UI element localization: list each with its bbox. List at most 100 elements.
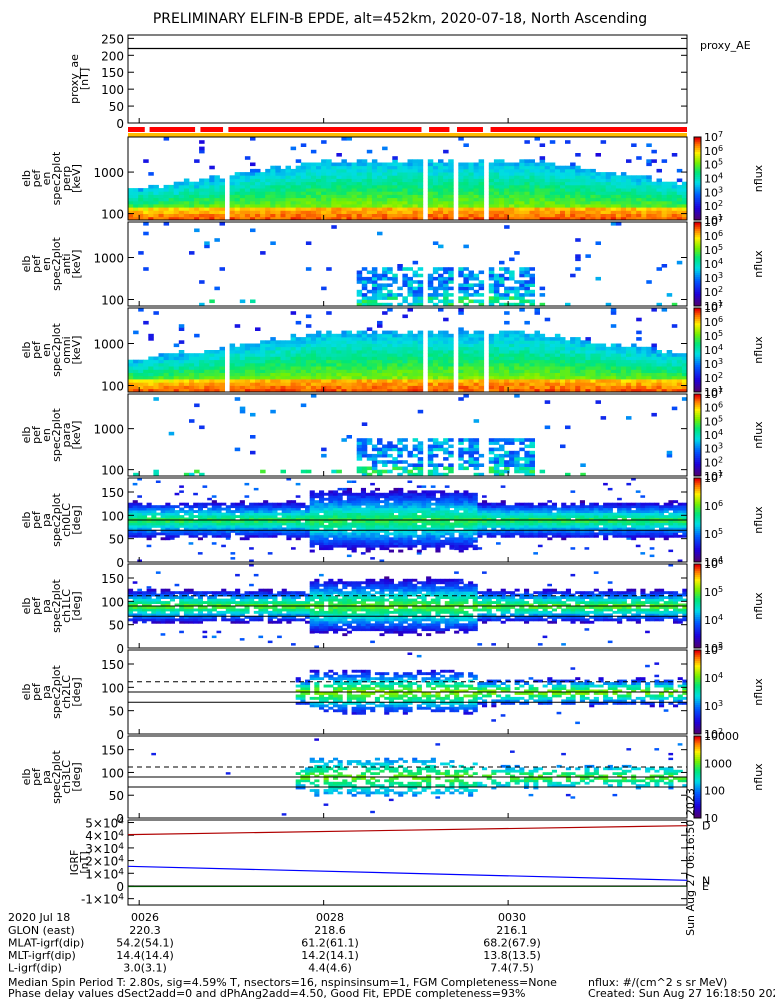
heatmap-cell — [463, 286, 469, 291]
heatmap-cell — [514, 450, 520, 455]
heatmap-cell — [250, 343, 256, 348]
heatmap-cell — [265, 375, 271, 380]
heatmap-cell — [326, 213, 332, 218]
heatmap-cell — [235, 522, 241, 526]
heatmap-cell — [360, 532, 366, 536]
heatmap-cell — [529, 346, 535, 351]
heatmap-cell — [277, 505, 283, 509]
heatmap-cell — [412, 194, 419, 199]
heatmap-cell — [316, 362, 322, 367]
heatmap-cell — [300, 529, 306, 533]
heatmap-cell — [235, 524, 241, 528]
heatmap-cell — [493, 191, 500, 195]
heatmap-cell — [219, 353, 225, 357]
heatmap-cell — [148, 356, 154, 361]
heatmap-cell — [504, 330, 510, 335]
heatmap-cell — [366, 168, 373, 173]
heatmap-cell — [275, 382, 281, 386]
heatmap-cell — [499, 172, 505, 176]
heatmap-cell — [468, 460, 474, 464]
heatmap-cell — [427, 453, 434, 458]
heatmap-cell — [356, 457, 363, 461]
heatmap-cell — [610, 200, 617, 205]
heatmap-cell — [575, 175, 581, 179]
heatmap-cell — [417, 181, 424, 186]
heatmap-cell — [168, 385, 175, 390]
heatmap-cell — [676, 210, 683, 214]
heatmap-cell — [565, 353, 571, 357]
heatmap-cell — [370, 502, 376, 506]
heatmap-cell — [341, 204, 347, 208]
heatmap-cell — [514, 337, 520, 341]
heatmap-cell — [310, 172, 317, 176]
heatmap-cell — [277, 529, 283, 533]
heatmap-cell — [183, 207, 190, 211]
heatmap-cell — [427, 343, 434, 348]
heatmap-cell — [328, 505, 334, 509]
heatmap-cell — [575, 191, 581, 195]
heatmap-cell — [366, 184, 373, 189]
heatmap-cell — [626, 204, 632, 208]
heatmap-cell — [333, 497, 339, 501]
heatmap-cell — [519, 362, 525, 367]
heatmap-cell — [448, 159, 454, 163]
heatmap-cell — [392, 210, 398, 214]
heatmap-cell — [412, 337, 419, 341]
heatmap-cell — [204, 184, 210, 189]
heatmap-cell — [539, 156, 546, 160]
heatmap-cell — [560, 204, 566, 208]
heatmap-cell — [290, 216, 297, 221]
heatmap-cell — [600, 346, 607, 351]
heatmap-cell — [463, 394, 469, 398]
heatmap-cell — [377, 469, 383, 474]
heatmap-cell — [534, 382, 540, 386]
heatmap-cell — [351, 359, 358, 364]
heatmap-cell — [554, 188, 561, 192]
heatmap-cell — [249, 510, 255, 513]
heatmap-cell — [265, 372, 271, 377]
heatmap-cell — [519, 308, 525, 312]
heatmap-cell — [143, 200, 149, 205]
heatmap-cell — [407, 200, 413, 205]
heatmap-cell — [519, 466, 525, 471]
heatmap-cell — [310, 333, 317, 338]
heatmap-cell — [239, 353, 246, 357]
heatmap-cell — [427, 200, 434, 205]
heatmap-cell — [342, 522, 348, 526]
heatmap-cell — [412, 286, 419, 291]
heatmap-cell — [524, 270, 530, 275]
heatmap-cell — [417, 472, 424, 477]
heatmap-cell — [193, 522, 199, 526]
heatmap-cell — [234, 369, 241, 373]
heatmap-cell — [326, 369, 332, 373]
heatmap-cell — [316, 350, 322, 354]
heatmap-cell — [371, 299, 378, 304]
heatmap-cell — [509, 457, 515, 461]
heatmap-cell — [438, 441, 444, 445]
heatmap-cell — [656, 388, 662, 393]
heatmap-cell — [443, 188, 449, 192]
heatmap-en_perp — [128, 137, 688, 221]
heatmap-cell — [590, 216, 596, 221]
heatmap-cell — [473, 375, 480, 380]
heatmap-cell — [382, 213, 388, 218]
heatmap-cell — [554, 350, 561, 354]
heatmap-cell — [194, 403, 200, 408]
heatmap-cell — [504, 366, 510, 370]
heatmap-cell — [514, 366, 520, 370]
heatmap-cell — [565, 191, 571, 195]
heatmap-cell — [310, 369, 317, 373]
heatmap-cell — [336, 366, 342, 370]
heatmap-cell — [600, 350, 607, 354]
heatmap-cell — [463, 350, 469, 354]
heatmap-cell — [646, 350, 652, 354]
heatmap-cell — [197, 552, 203, 555]
heatmap-cell — [387, 469, 393, 474]
heatmap-cell — [204, 366, 210, 370]
heatmap-cell — [600, 362, 607, 367]
heatmap-cell — [267, 502, 273, 506]
heatmap-cell — [244, 507, 250, 511]
heatmap-cell — [199, 191, 205, 195]
heatmap-cell — [235, 520, 241, 523]
heatmap-cell — [291, 500, 297, 504]
